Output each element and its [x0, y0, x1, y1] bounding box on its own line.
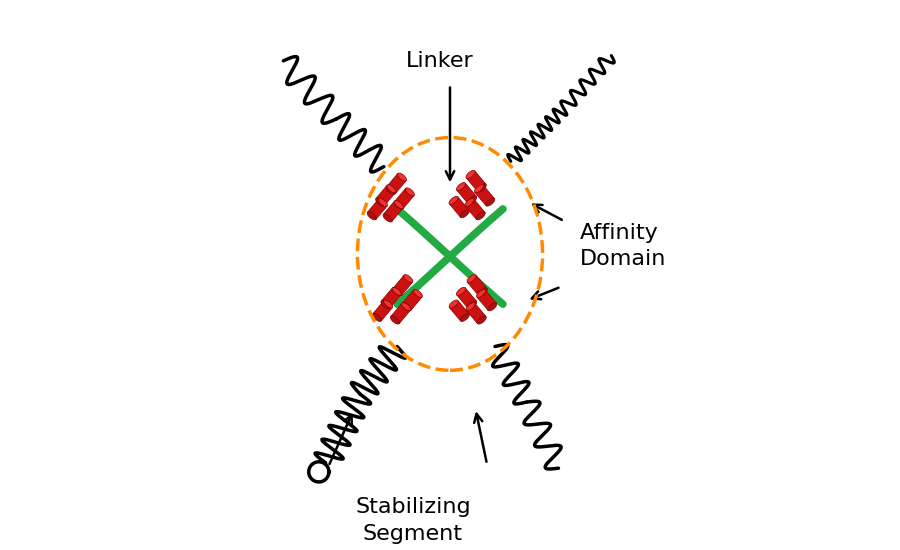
Polygon shape: [394, 188, 414, 209]
Ellipse shape: [392, 287, 401, 295]
Ellipse shape: [468, 301, 477, 309]
Polygon shape: [477, 290, 497, 310]
Polygon shape: [474, 185, 494, 206]
Ellipse shape: [466, 302, 475, 311]
Ellipse shape: [449, 300, 458, 308]
Ellipse shape: [477, 184, 486, 192]
Polygon shape: [466, 171, 486, 191]
Ellipse shape: [467, 274, 476, 283]
Ellipse shape: [387, 185, 396, 192]
Ellipse shape: [413, 289, 422, 298]
Ellipse shape: [404, 274, 413, 283]
Ellipse shape: [401, 302, 410, 311]
Ellipse shape: [375, 198, 384, 206]
Ellipse shape: [477, 316, 486, 324]
Ellipse shape: [460, 314, 470, 321]
Polygon shape: [456, 288, 476, 309]
Ellipse shape: [391, 316, 400, 324]
Polygon shape: [402, 290, 422, 310]
Ellipse shape: [477, 289, 486, 298]
Ellipse shape: [402, 302, 411, 311]
Ellipse shape: [449, 196, 458, 205]
Polygon shape: [449, 197, 469, 217]
Ellipse shape: [378, 199, 388, 206]
Polygon shape: [449, 300, 469, 321]
Ellipse shape: [486, 198, 495, 206]
Ellipse shape: [392, 288, 401, 296]
Ellipse shape: [386, 186, 395, 195]
Ellipse shape: [398, 173, 407, 181]
Polygon shape: [382, 288, 400, 309]
Ellipse shape: [465, 199, 474, 206]
Ellipse shape: [468, 196, 477, 204]
Ellipse shape: [373, 314, 382, 321]
Polygon shape: [456, 183, 476, 204]
Ellipse shape: [383, 300, 392, 308]
Polygon shape: [373, 300, 392, 321]
Polygon shape: [367, 199, 387, 219]
Polygon shape: [376, 185, 396, 206]
Ellipse shape: [367, 212, 376, 220]
Text: Linker: Linker: [406, 51, 473, 72]
Text: Affinity
Domain: Affinity Domain: [580, 223, 666, 269]
Ellipse shape: [383, 214, 392, 222]
Polygon shape: [383, 201, 403, 222]
Ellipse shape: [460, 210, 470, 218]
Ellipse shape: [476, 212, 485, 220]
Ellipse shape: [488, 302, 497, 311]
Ellipse shape: [405, 188, 415, 196]
Ellipse shape: [478, 288, 487, 296]
Polygon shape: [392, 275, 412, 295]
Ellipse shape: [381, 301, 390, 309]
Polygon shape: [391, 303, 410, 323]
Polygon shape: [467, 275, 487, 295]
Ellipse shape: [394, 201, 403, 210]
Text: Stabilizing
Segment: Stabilizing Segment: [356, 497, 471, 543]
Polygon shape: [386, 173, 406, 194]
Ellipse shape: [456, 287, 465, 295]
Polygon shape: [466, 303, 486, 323]
Ellipse shape: [394, 201, 403, 208]
Ellipse shape: [474, 185, 483, 192]
Ellipse shape: [466, 170, 475, 179]
Polygon shape: [465, 199, 485, 219]
Ellipse shape: [456, 183, 465, 191]
